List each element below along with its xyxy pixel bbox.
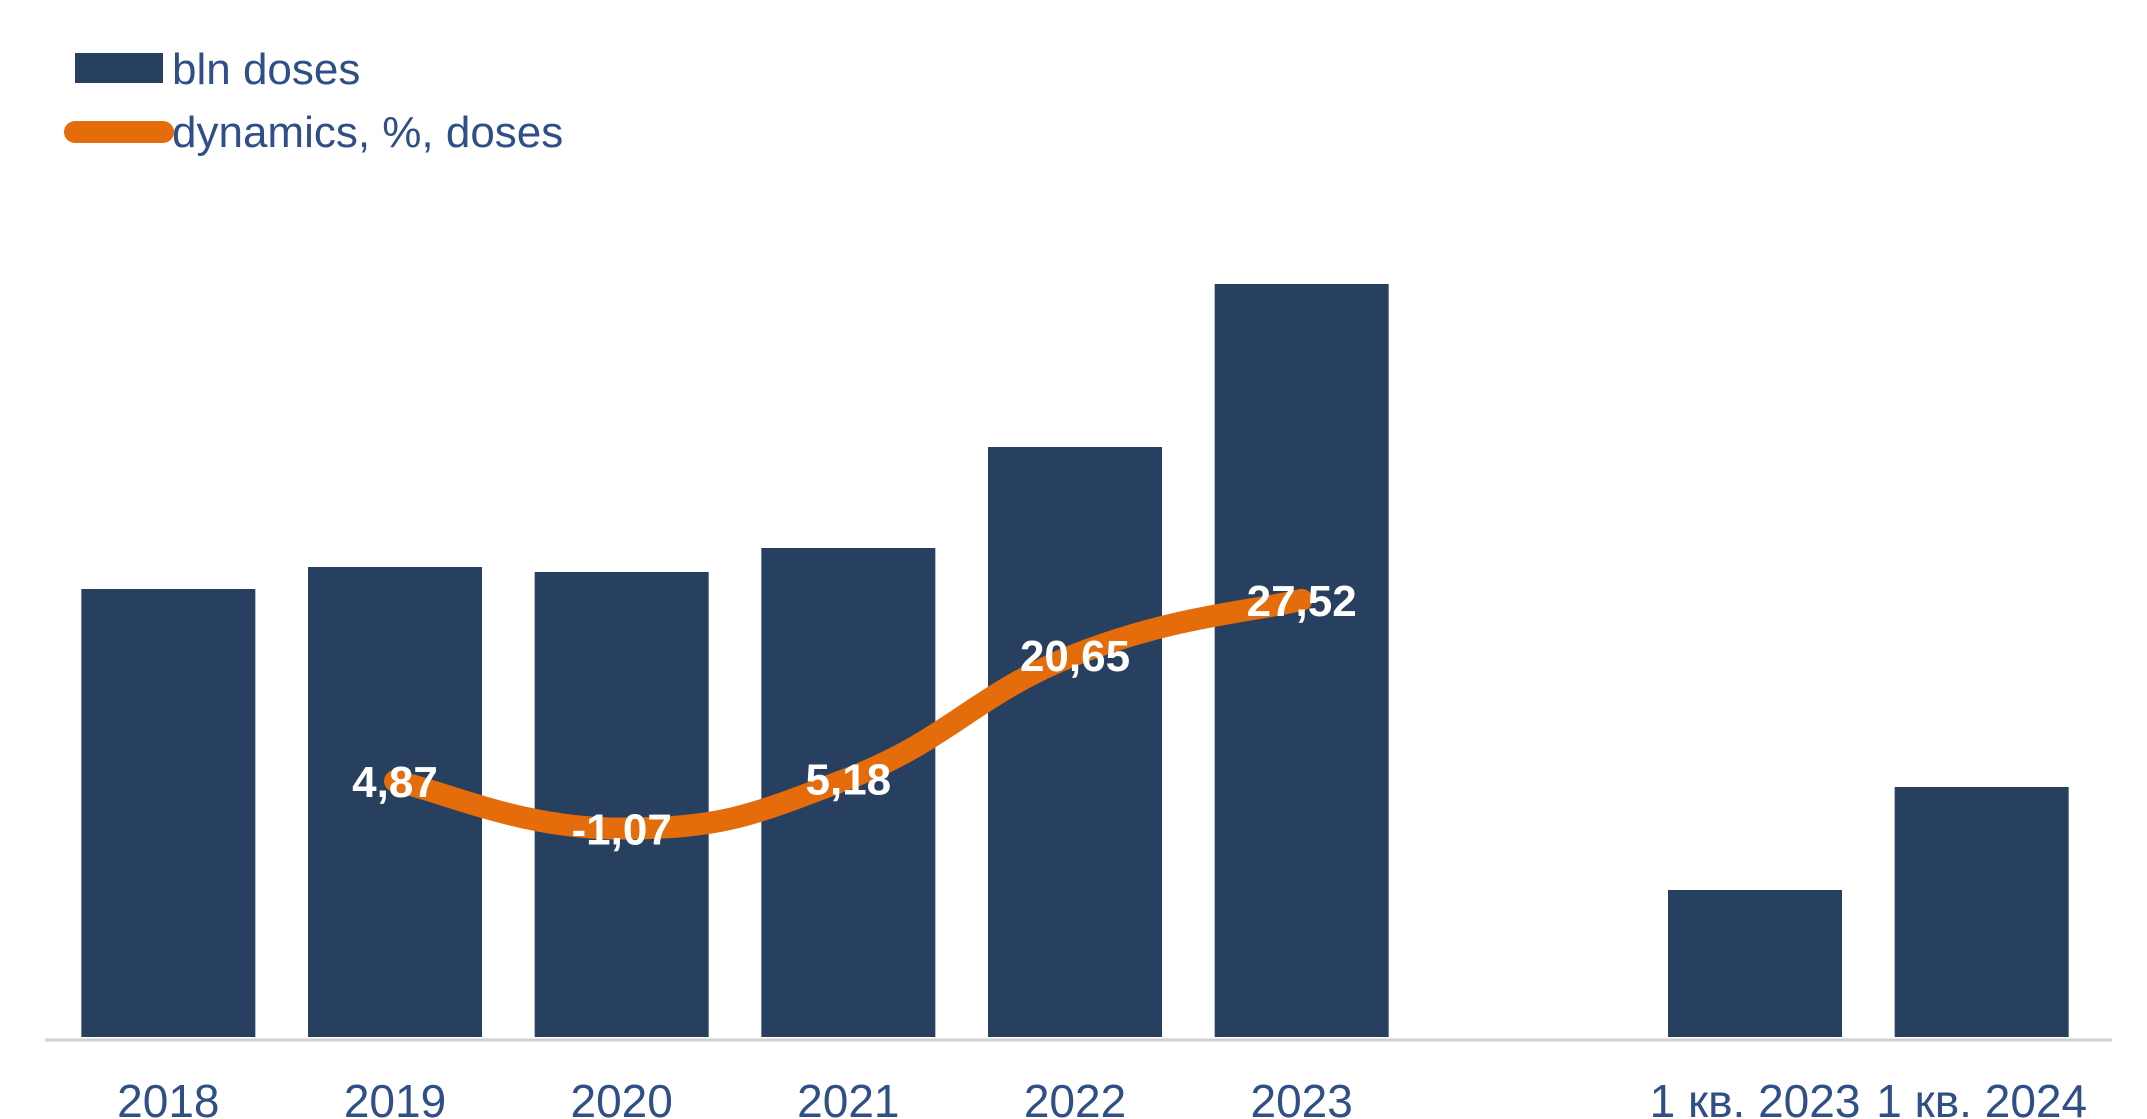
- legend-bar-swatch: [75, 53, 163, 83]
- bar-series: [81, 284, 2069, 1037]
- legend-line-label: dynamics, %, doses: [172, 108, 563, 157]
- dynamics-data-label: 20,65: [1020, 632, 1130, 681]
- dynamics-labels: 4,87 -1,07 5,18 20,65 27,52: [352, 577, 1357, 855]
- dynamics-data-label: 27,52: [1247, 577, 1357, 626]
- bar-2020: [534, 572, 709, 1037]
- dynamics-data-label: -1,07: [572, 806, 672, 855]
- x-tick-label: 1 кв. 2023: [1650, 1075, 1861, 1119]
- x-tick-label: 2021: [797, 1075, 899, 1119]
- bar-2022: [988, 447, 1162, 1037]
- legend-bar-label: bln doses: [172, 45, 360, 94]
- dynamics-line: [384, 588, 1313, 840]
- bar-1-кв.-2024: [1894, 787, 2069, 1037]
- x-tick-label: 2018: [117, 1075, 219, 1119]
- x-tick-label: 2019: [344, 1075, 446, 1119]
- bar-1-кв.-2023: [1668, 890, 1842, 1037]
- x-axis-ticks: 2018 2019 2020 2021 2022 2023 1 кв. 2023 1 кв. …: [117, 1075, 2087, 1119]
- dynamics-data-label: 4,87: [352, 758, 438, 807]
- x-tick-label: 2023: [1250, 1075, 1352, 1119]
- bar-2018: [81, 589, 256, 1037]
- bar-2023: [1214, 284, 1389, 1037]
- x-tick-label: 2022: [1024, 1075, 1126, 1119]
- x-tick-label: 2020: [570, 1075, 672, 1119]
- x-tick-label: 1 кв. 2024: [1876, 1075, 2087, 1119]
- legend: bln doses dynamics, %, doses: [64, 45, 563, 157]
- dynamics-data-label: 5,18: [806, 756, 892, 805]
